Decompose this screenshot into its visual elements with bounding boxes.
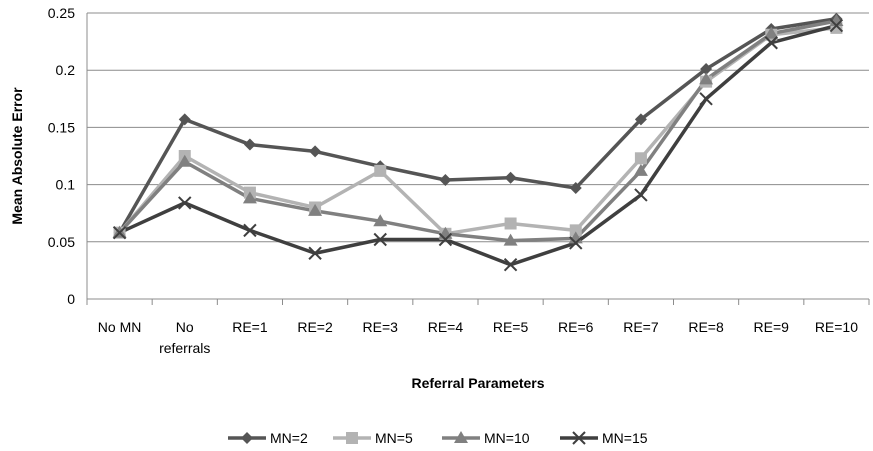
series-line-2 bbox=[118, 19, 837, 243]
data-point-s3-6 bbox=[503, 257, 518, 272]
x-tick-label-5: RE=4 bbox=[428, 319, 464, 335]
series-markers bbox=[112, 12, 844, 272]
legend-label-1: MN=5 bbox=[375, 430, 413, 446]
x-tick-label-line: RE=9 bbox=[754, 319, 790, 335]
x-tick-label-6: RE=5 bbox=[493, 319, 529, 335]
data-point-s1-4 bbox=[374, 164, 387, 177]
x-tick-label-line: referrals bbox=[159, 340, 210, 356]
x-tick-label-line: RE=8 bbox=[688, 319, 724, 335]
legend-marker-0 bbox=[241, 432, 253, 444]
data-point-s2-6 bbox=[503, 233, 518, 246]
data-point-s3-5-stroke-b bbox=[438, 232, 453, 247]
data-point-s3-0-stroke-b bbox=[112, 225, 127, 240]
x-tick-label-line: RE=3 bbox=[363, 319, 399, 335]
data-point-s0-3 bbox=[309, 145, 322, 158]
data-point-s3-8 bbox=[634, 188, 648, 202]
data-point-s0-7 bbox=[569, 182, 582, 195]
data-point-s0-8 bbox=[634, 113, 647, 126]
series-line-3 bbox=[118, 23, 837, 267]
data-point-s3-7-stroke-b bbox=[569, 236, 583, 250]
x-tick-label-0: No MN bbox=[98, 319, 142, 335]
data-point-s3-1 bbox=[178, 196, 192, 210]
data-point-s3-10 bbox=[764, 36, 778, 50]
x-tick-label-line: No MN bbox=[98, 319, 142, 335]
legend-label-2: MN=10 bbox=[484, 430, 530, 446]
data-point-s0-5 bbox=[439, 174, 452, 187]
y-axis-title: Mean Absolute Error bbox=[9, 87, 25, 225]
data-point-s3-9 bbox=[699, 92, 713, 106]
x-tick-label-line: No bbox=[176, 319, 194, 335]
data-point-s2-9 bbox=[699, 72, 714, 85]
legend: MN=2 MN=5 MN=10 MN=15 bbox=[228, 430, 648, 446]
y-tick-label-4: 0.2 bbox=[56, 62, 76, 78]
data-point-s2-2 bbox=[242, 191, 257, 204]
data-point-s3-6-stroke-b bbox=[503, 257, 518, 272]
x-tick-label-line: RE=7 bbox=[623, 319, 659, 335]
x-tick-label-line: RE=4 bbox=[428, 319, 464, 335]
data-point-s3-1-stroke-b bbox=[178, 196, 192, 210]
series-line-1 bbox=[118, 26, 837, 236]
data-point-s1-6 bbox=[504, 217, 517, 230]
data-point-s0-2 bbox=[243, 138, 256, 151]
data-point-s2-10 bbox=[764, 26, 779, 39]
legend-marker-1 bbox=[346, 432, 358, 444]
data-point-s0-6 bbox=[504, 171, 517, 184]
y-tick-label-5: 0.25 bbox=[48, 5, 75, 21]
y-tick-label-0: 0 bbox=[67, 291, 75, 307]
x-tick-label-11: RE=10 bbox=[815, 319, 858, 335]
x-tick-label-7: RE=6 bbox=[558, 319, 594, 335]
x-tick-label-8: RE=7 bbox=[623, 319, 659, 335]
x-tick-label-4: RE=3 bbox=[363, 319, 399, 335]
x-axis-title: Referral Parameters bbox=[411, 375, 544, 391]
data-point-s3-2 bbox=[243, 223, 257, 238]
legend-label-0: MN=2 bbox=[270, 430, 308, 446]
data-point-s3-11-stroke-b bbox=[829, 18, 844, 33]
x-tick-label-line: RE=1 bbox=[232, 319, 268, 335]
legend-marker-3-stroke-b bbox=[572, 431, 586, 445]
x-tick-label-3: RE=2 bbox=[297, 319, 333, 335]
x-tick-label-9: RE=8 bbox=[688, 319, 724, 335]
legend-marker-2 bbox=[454, 431, 468, 443]
x-tick-label-line: RE=6 bbox=[558, 319, 594, 335]
x-tick-label-line: RE=2 bbox=[297, 319, 333, 335]
series-lines bbox=[118, 16, 837, 267]
data-point-s3-4-stroke-b bbox=[373, 232, 387, 247]
x-tick-label-line: RE=10 bbox=[815, 319, 858, 335]
y-tick-label-3: 0.15 bbox=[48, 119, 75, 135]
legend-label-3: MN=15 bbox=[602, 430, 648, 446]
data-point-s3-0 bbox=[112, 225, 127, 240]
data-point-s3-10-stroke-b bbox=[764, 36, 778, 50]
data-point-s3-8-stroke-b bbox=[634, 188, 648, 202]
y-tick-label-1: 0.05 bbox=[48, 234, 75, 250]
data-point-s0-9 bbox=[700, 63, 713, 76]
data-point-s3-3-stroke-b bbox=[308, 246, 322, 260]
data-point-s1-8 bbox=[634, 152, 647, 165]
data-point-s1-7 bbox=[569, 224, 582, 237]
data-point-s3-11 bbox=[829, 18, 844, 33]
data-point-s2-3 bbox=[308, 203, 323, 216]
x-tick-label-1: No referrals bbox=[159, 319, 210, 356]
data-point-s3-5 bbox=[438, 232, 453, 247]
data-point-s3-9-stroke-b bbox=[699, 92, 713, 106]
data-point-s2-1 bbox=[177, 154, 192, 167]
data-point-s3-2-stroke-b bbox=[243, 223, 257, 238]
tick-labels: 0 0.05 0.1 0.15 0.2 0.25 No MN No referrals RE=1 R… bbox=[48, 5, 858, 356]
data-point-s3-7 bbox=[569, 236, 583, 250]
y-tick-label-2: 0.1 bbox=[56, 177, 76, 193]
x-tick-label-2: RE=1 bbox=[232, 319, 268, 335]
axes bbox=[86, 13, 870, 305]
data-point-s3-4 bbox=[373, 232, 387, 247]
x-tick-label-10: RE=9 bbox=[754, 319, 790, 335]
data-point-s2-8 bbox=[633, 163, 648, 176]
data-point-s2-4 bbox=[373, 214, 388, 227]
data-point-s3-3 bbox=[308, 246, 322, 260]
legend-marker-3 bbox=[572, 431, 586, 445]
data-point-s0-1 bbox=[178, 113, 191, 126]
series-line-0 bbox=[118, 16, 837, 234]
x-tick-label-line: RE=5 bbox=[493, 319, 529, 335]
